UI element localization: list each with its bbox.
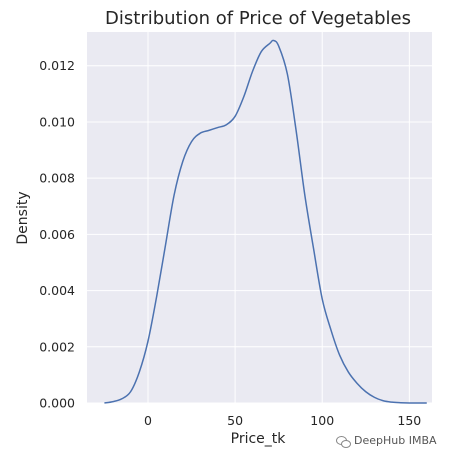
x-tick-label: 0 (144, 413, 152, 428)
x-tick-label: 100 (310, 413, 334, 428)
y-tick-label: 0.010 (39, 114, 75, 129)
y-tick-label: 0.006 (39, 227, 75, 242)
y-axis-label: Density (15, 191, 31, 244)
x-tick-labels: 0 50 100 150 (144, 413, 421, 428)
density-curve (104, 39, 427, 404)
y-tick-label: 0.002 (39, 339, 75, 354)
grid-lines (87, 32, 432, 404)
chat-bubble-icon (336, 435, 351, 448)
watermark-text: DeepHub IMBA (354, 434, 437, 447)
y-tick-label: 0.012 (39, 58, 75, 73)
watermark: DeepHub IMBA (336, 434, 437, 448)
plot-area (87, 32, 432, 403)
y-tick-label: 0.008 (39, 171, 75, 186)
y-tick-label: 0.000 (39, 396, 75, 411)
chart-title: Distribution of Price of Vegetables (105, 8, 411, 29)
x-tick-label: 150 (397, 413, 421, 428)
y-tick-labels: 0.000 0.002 0.004 0.006 0.008 0.010 0.012 (39, 58, 75, 410)
y-tick-label: 0.004 (39, 283, 75, 298)
x-tick-label: 50 (227, 413, 243, 428)
x-axis-label: Price_tk (231, 431, 287, 447)
